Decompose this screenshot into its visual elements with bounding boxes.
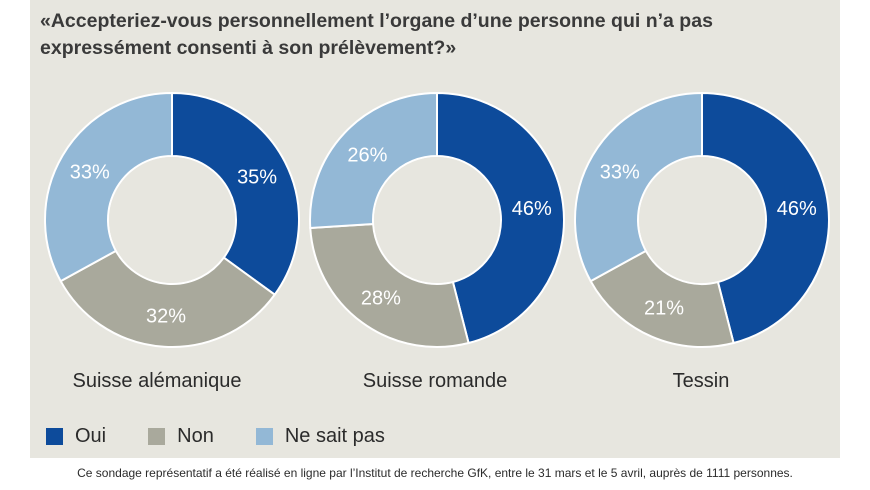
donut-0-slice-ne-sait-pas <box>44 91 173 283</box>
donut-label-suisse-alemanique: Suisse alémanique <box>72 370 242 392</box>
donut-label-tessin: Tessin <box>672 370 730 392</box>
donut-2-slice-non <box>589 249 735 348</box>
legend-swatch-oui <box>46 427 63 445</box>
donut-0-slice-non <box>59 249 277 348</box>
donut-1-value-label-non: 28% <box>361 287 401 309</box>
donut-0-slice-oui <box>171 91 300 297</box>
legend-label-oui: Oui <box>75 424 107 447</box>
donut-2-slice-oui <box>701 91 830 345</box>
legend-item-ne-sait-pas: Ne sait pas <box>255 424 385 448</box>
legend-swatch-ne-sait-pas <box>255 427 273 445</box>
donut-1-slice-ne-sait-pas <box>309 91 438 230</box>
legend-item-non: Non <box>148 425 214 448</box>
legend-swatch-non <box>148 427 166 445</box>
donut-2-value-label-ne-sait-pas: 33% <box>600 161 640 183</box>
donut-0-value-label-oui: 35% <box>237 167 277 189</box>
donut-2-value-label-non: 21% <box>644 298 684 320</box>
donut-2-slice-ne-sait-pas <box>574 91 703 283</box>
donut-0-hole <box>109 157 235 283</box>
donut-2-hole <box>639 157 765 283</box>
footnote: Ce sondage représentatif a été réalisé e… <box>77 466 793 480</box>
chart-title: «Accepteriez-vous personnellement l’orga… <box>40 10 713 59</box>
legend-item-oui: Oui <box>46 425 106 448</box>
donut-1-value-label-ne-sait-pas: 26% <box>347 145 387 167</box>
donut-1-hole <box>374 157 500 283</box>
legend-label-ne-sait-pas: Ne sait pas <box>284 424 385 447</box>
donut-0-value-label-non: 32% <box>146 305 186 327</box>
donut-1-value-label-oui: 46% <box>512 198 552 220</box>
donut-0-value-label-ne-sait-pas: 33% <box>70 161 110 183</box>
legend-label-non: Non <box>177 424 214 447</box>
donut-2-value-label-oui: 46% <box>777 198 817 220</box>
legend: Oui Non Ne sait pas <box>46 424 427 448</box>
donut-label-suisse-romande: Suisse romande <box>362 370 508 392</box>
donut-1-slice-oui <box>436 91 565 345</box>
donut-1-slice-non <box>309 222 470 348</box>
